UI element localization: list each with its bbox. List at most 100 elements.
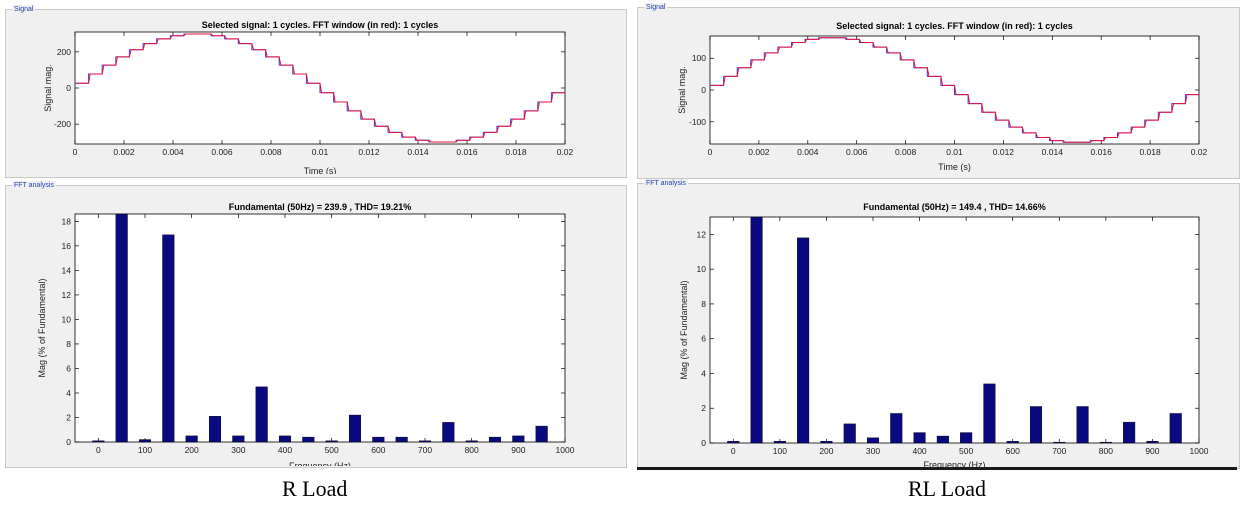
x-axis-label: Time (s) (938, 162, 971, 172)
x-tick-label: 0.02 (557, 147, 574, 157)
caption-rl-load: RL Load (908, 476, 986, 501)
group-label: FFT analysis (644, 179, 688, 188)
y-tick-label: 16 (62, 241, 72, 251)
fft-chart-rl-load: 0 100 200 300 400 500 600 700 800 900 1000 0 2 4 6 8 10 1… (679, 202, 1209, 468)
y-tick-label: 0 (66, 83, 71, 93)
x-tick-label: 0.004 (162, 147, 184, 157)
x-tick-label: 1000 (1190, 446, 1209, 456)
x-tick-label: 0 (731, 446, 736, 456)
x-tick-label: 0.004 (797, 147, 819, 157)
y-axis-label: Mag (% of Fundamental) (37, 278, 47, 377)
panel-bottom-border (637, 467, 1237, 470)
x-tick-label: 0.01 (946, 147, 963, 157)
bar (232, 435, 245, 443)
series-line-signal (75, 33, 565, 143)
bar (278, 435, 292, 443)
y-tick-label: 14 (62, 265, 72, 275)
x-tick-label: 0.012 (993, 147, 1015, 157)
y-axis-label: Mag (% of Fundamental) (679, 280, 689, 379)
bar (115, 213, 128, 443)
bar (372, 436, 385, 443)
bar (92, 440, 105, 443)
series-line-fft-window (76, 33, 565, 143)
bar (162, 234, 175, 443)
y-tick-label: 4 (66, 388, 71, 398)
bar (325, 440, 338, 443)
x-tick-label: 0.016 (456, 147, 478, 157)
x-tick-label: 600 (371, 445, 385, 455)
chart-title: Fundamental (50Hz) = 149.4 , THD= 14.66% (863, 202, 1046, 212)
chart-title: Fundamental (50Hz) = 239.9 , THD= 19.21% (229, 202, 412, 212)
x-tick-label: 700 (418, 445, 432, 455)
y-tick-label: 8 (66, 339, 71, 349)
series-line-fft-window (711, 37, 1199, 143)
x-tick-label: 200 (185, 445, 199, 455)
x-tick-label: 900 (511, 445, 525, 455)
x-tick-label: 100 (773, 446, 787, 456)
y-axis-label: Signal mag. (677, 66, 687, 114)
x-tick-label: 800 (465, 445, 479, 455)
y-tick-label: 10 (62, 314, 72, 324)
chart-title: Selected signal: 1 cycles. FFT window (i… (836, 21, 1073, 31)
x-tick-label: 300 (866, 446, 880, 456)
y-tick-label: 4 (701, 368, 706, 378)
x-tick-label: 0.018 (1139, 147, 1161, 157)
bar (185, 435, 198, 443)
signal-chart-r-load: 0 0.002 0.004 0.006 0.008 0.01 0.012 0.014 0.016… (43, 20, 574, 174)
bar (773, 441, 786, 444)
bar (913, 432, 926, 444)
y-tick-label: 12 (62, 290, 72, 300)
y-tick-label: 12 (697, 229, 707, 239)
chart-title: Selected signal: 1 cycles. FFT window (i… (202, 20, 439, 30)
x-tick-label: 0.008 (895, 147, 917, 157)
bar (866, 437, 880, 444)
fft-chart-r-load: 0 100 200 300 400 500 600 700 800 900 1000 0 2 4 6 8 10 1… (37, 202, 575, 466)
x-tick-label: 200 (819, 446, 833, 456)
bar (843, 423, 856, 444)
x-tick-label: 0.02 (1191, 147, 1208, 157)
series-line-signal (710, 37, 1199, 143)
y-tick-label: 18 (62, 216, 72, 226)
bar (1146, 441, 1159, 444)
x-tick-label: 600 (1006, 446, 1020, 456)
group-label: Signal (12, 5, 36, 14)
bar (255, 386, 268, 443)
bar (890, 413, 903, 444)
x-tick-label: 500 (959, 446, 973, 456)
x-tick-label: 500 (325, 445, 339, 455)
bar (348, 414, 362, 443)
group-label: Signal (644, 3, 668, 12)
x-tick-label: 0.016 (1091, 147, 1113, 157)
x-tick-label: 0.018 (505, 147, 527, 157)
y-tick-label: 8 (701, 299, 706, 309)
y-tick-label: 10 (697, 264, 707, 274)
x-tick-label: 100 (138, 445, 152, 455)
bar (1029, 406, 1043, 444)
y-tick-label: 6 (701, 334, 706, 344)
y-tick-label: 2 (701, 403, 706, 413)
x-tick-label: 0.002 (113, 147, 135, 157)
x-tick-label: 700 (1052, 446, 1066, 456)
bar (442, 422, 455, 443)
bar (418, 440, 432, 443)
y-axis-label: Signal mag. (43, 64, 53, 112)
bar (302, 436, 315, 443)
y-tick-label: -200 (54, 119, 71, 129)
x-tick-label: 0.01 (312, 147, 329, 157)
x-tick-label: 0 (96, 445, 101, 455)
y-tick-label: 0 (701, 85, 706, 95)
bar (1099, 441, 1112, 444)
x-tick-label: 300 (231, 445, 245, 455)
signal-chart-rl-load: 0 0.002 0.004 0.006 0.008 0.01 0.012 0.014 0.016… (677, 21, 1208, 172)
y-tick-label: 0 (701, 438, 706, 448)
x-axis-label: Frequency (Hz) (923, 460, 985, 468)
x-tick-label: 400 (278, 445, 292, 455)
bar (512, 435, 525, 443)
x-tick-label: 800 (1099, 446, 1113, 456)
x-tick-label: 0.014 (407, 147, 429, 157)
y-tick-label: 6 (66, 363, 71, 373)
bar (395, 436, 408, 443)
x-tick-label: 0.006 (211, 147, 233, 157)
plot-area (74, 213, 566, 443)
